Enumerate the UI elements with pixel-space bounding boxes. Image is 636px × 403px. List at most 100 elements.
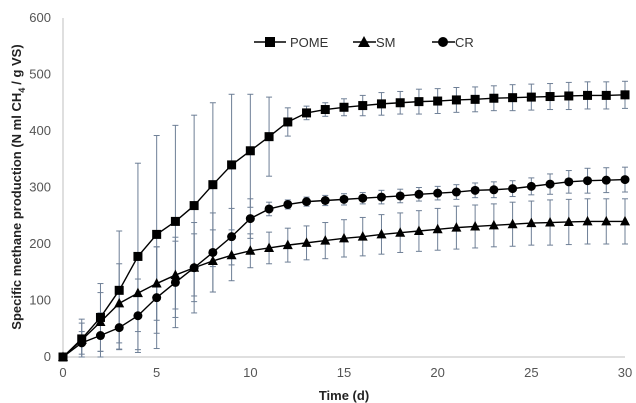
data-point-sm <box>432 223 443 234</box>
data-point-pome <box>227 160 237 170</box>
data-point-cr <box>339 194 349 204</box>
x-tick-labels: 0 5 10 15 20 25 30 <box>59 365 632 380</box>
data-point-pome <box>564 91 574 101</box>
data-point-cr <box>283 199 293 209</box>
data-point-sm <box>95 316 106 326</box>
data-point-pome <box>433 96 443 106</box>
data-point-cr <box>508 184 518 194</box>
legend-marker-triangle <box>358 36 370 47</box>
data-point-cr <box>133 311 143 321</box>
data-point-cr <box>526 181 536 191</box>
data-point-cr <box>77 338 87 348</box>
data-point-pome <box>114 285 124 295</box>
data-point-sm <box>376 228 387 239</box>
data-point-cr <box>114 323 124 333</box>
axes <box>62 18 625 358</box>
data-point-cr <box>264 204 274 214</box>
data-point-sm <box>395 227 406 237</box>
data-point-sm <box>545 217 556 227</box>
x-tick-label: 30 <box>618 365 632 380</box>
data-point-pome <box>451 95 461 105</box>
y-axis-title: Specific methane production (N ml CH4 / g… <box>9 44 27 329</box>
legend-item-cr: CR <box>432 35 474 50</box>
data-point-sm <box>601 215 612 226</box>
data-point-pome <box>601 90 611 100</box>
data-point-pome <box>339 102 349 112</box>
data-point-pome <box>508 93 518 103</box>
data-point-pome <box>620 90 630 100</box>
series-line-cr <box>62 178 626 358</box>
data-point-sm <box>451 222 462 232</box>
data-point-cr <box>451 187 461 197</box>
data-point-pome <box>320 105 330 115</box>
data-point-cr <box>152 293 162 303</box>
data-point-pome <box>170 216 180 226</box>
legend: POME SM CR <box>254 35 474 50</box>
y-tick-label: 300 <box>29 180 51 195</box>
data-point-sm <box>132 287 143 298</box>
data-point-cr <box>620 175 630 185</box>
legend-item-pome: POME <box>254 35 329 50</box>
data-point-pome <box>152 229 162 239</box>
data-point-pome <box>208 180 218 190</box>
y-tick-label: 0 <box>44 349 51 364</box>
y-tick-label: 100 <box>29 293 51 308</box>
data-point-cr <box>58 352 68 362</box>
data-point-sm <box>563 216 574 226</box>
data-point-sm <box>413 225 424 236</box>
data-point-sm <box>620 215 630 226</box>
data-point-cr <box>601 175 611 185</box>
x-tick-label: 0 <box>59 365 66 380</box>
data-point-sm <box>170 269 181 280</box>
data-point-sm <box>114 297 125 308</box>
data-point-pome <box>133 251 143 261</box>
data-point-pome <box>302 108 312 118</box>
data-point-pome <box>189 201 199 211</box>
data-point-cr <box>470 185 480 195</box>
y-tick-labels: 0 100 200 300 400 500 600 <box>29 10 51 364</box>
data-point-sm <box>226 249 237 260</box>
data-point-pome <box>264 132 274 142</box>
data-point-pome <box>414 97 424 107</box>
legend-marker-circle <box>438 37 448 47</box>
x-tick-label: 25 <box>524 365 538 380</box>
y-tick-label: 200 <box>29 236 51 251</box>
legend-label-cr: CR <box>455 35 474 50</box>
x-tick-label: 10 <box>243 365 257 380</box>
y-tick-label: 600 <box>29 10 51 25</box>
y-tick-label: 500 <box>29 67 51 82</box>
data-point-cr <box>414 189 424 199</box>
y-axis-title-main: Specific methane production (N ml CH <box>9 93 24 330</box>
legend-marker-square <box>265 37 275 47</box>
data-point-sm <box>339 232 349 243</box>
data-point-cr <box>489 185 499 195</box>
y-axis-title-subscript: 4 <box>17 88 27 93</box>
data-point-pome <box>583 90 593 100</box>
legend-item-sm: SM <box>353 35 396 50</box>
data-point-cr <box>564 177 574 187</box>
data-point-sm <box>526 217 537 228</box>
data-point-sm <box>470 220 481 231</box>
x-tick-label: 15 <box>337 365 351 380</box>
data-point-cr <box>170 277 180 287</box>
data-point-cr <box>302 197 312 207</box>
data-point-cr <box>95 331 105 341</box>
data-point-sm <box>245 245 256 255</box>
data-point-pome <box>245 146 255 156</box>
data-point-sm <box>488 219 499 230</box>
data-point-sm <box>582 215 593 226</box>
data-point-cr <box>245 214 255 224</box>
y-tick-label: 400 <box>29 123 51 138</box>
data-point-pome <box>283 117 293 127</box>
data-point-cr <box>433 188 443 198</box>
data-point-pome <box>526 92 536 102</box>
error-bars <box>78 80 628 358</box>
data-point-sm <box>357 231 368 241</box>
data-point-pome <box>376 99 386 109</box>
data-point-cr <box>545 179 555 189</box>
x-tick-label: 5 <box>153 365 160 380</box>
data-point-sm <box>151 278 162 288</box>
data-point-sm <box>282 239 293 250</box>
data-point-cr <box>189 263 199 273</box>
